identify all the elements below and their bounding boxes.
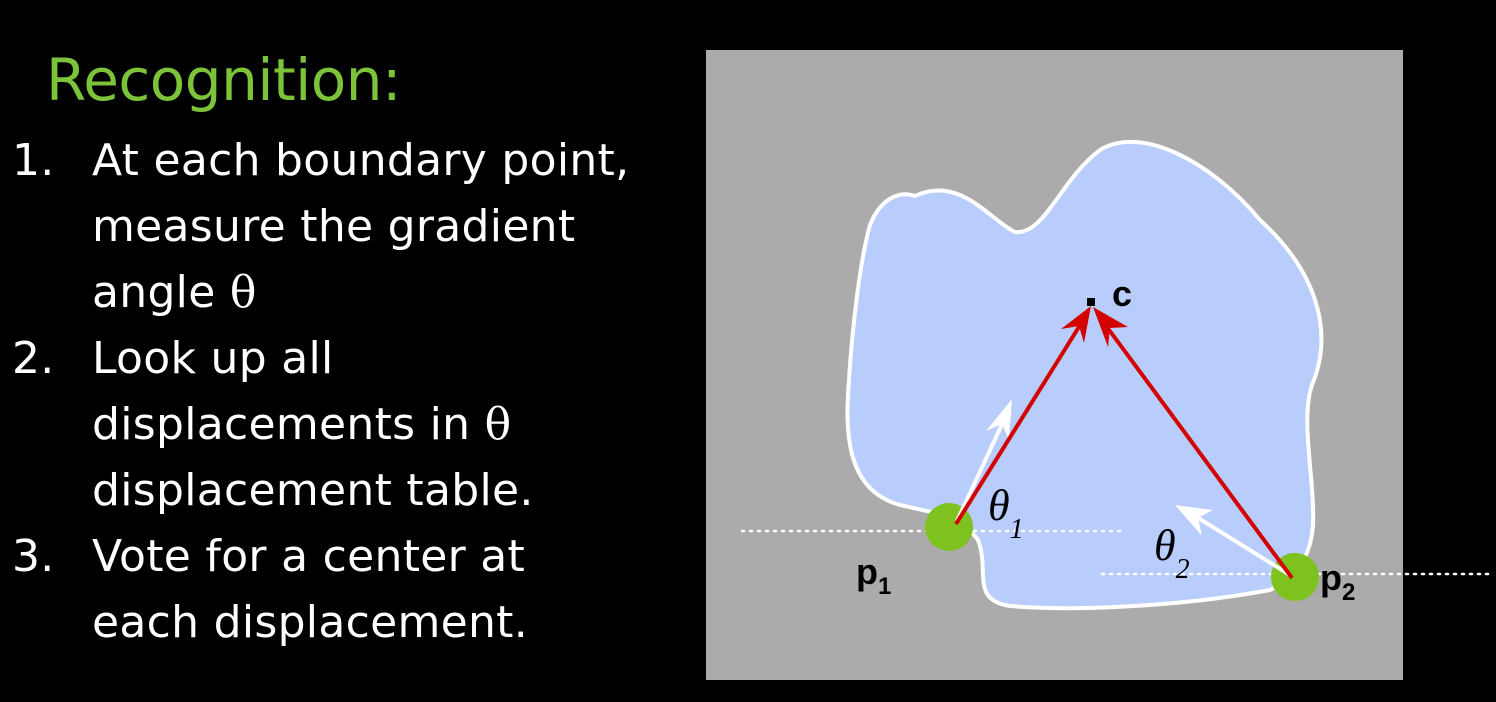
displacement-arrow-2-head: [1093, 307, 1128, 347]
point-1-subscript: 1: [878, 573, 891, 600]
step-list: 1. At each boundary point, measure the g…: [0, 128, 690, 656]
gradient-arrow-1-head: [986, 399, 1012, 440]
displacement-arrow-2-shaft: [1102, 321, 1294, 580]
center-label: c: [1112, 273, 1132, 314]
center-point: [1087, 298, 1095, 306]
angle-2-theta: θ: [1154, 521, 1176, 570]
theta-symbol: θ: [229, 267, 257, 318]
step-1-number: 1.: [12, 135, 55, 186]
step-2-number: 2.: [12, 333, 55, 384]
step-2: 2. Look up all displacements in θ displa…: [0, 326, 690, 524]
angle-2-label: θ2: [1154, 521, 1190, 585]
gradient-arrow-1-shaft: [955, 419, 1006, 522]
displacement-arrow-1-head: [1061, 306, 1091, 343]
point-2-label: p2: [1320, 557, 1355, 606]
point-1-label: p1: [856, 551, 891, 600]
step-3-number: 3.: [12, 531, 55, 582]
gradient-arrow-2-shaft: [1193, 514, 1292, 577]
step-2-line-3: displacement table.: [92, 465, 534, 516]
step-3-line-1: Vote for a center at: [92, 531, 526, 582]
angle-2-subscript: 2: [1176, 554, 1190, 585]
step-3: 3. Vote for a center at each displacemen…: [0, 524, 690, 656]
step-2-line-1: Look up all: [92, 333, 334, 384]
angle-1-theta: θ: [988, 481, 1010, 530]
step-2-line-2: displacements in θ: [92, 392, 690, 458]
step-3-line-2: each displacement.: [92, 597, 529, 648]
slide-title: Recognition:: [46, 46, 402, 114]
step-2-line-2-text: displacements in: [92, 399, 471, 450]
step-1-line-1: At each boundary point,: [92, 135, 630, 186]
gradient-arrow-2-head: [1175, 505, 1213, 536]
step-1-line-2: measure the gradient: [92, 201, 576, 252]
point-2-subscript: 2: [1342, 579, 1355, 606]
displacement-arrow-1-shaft: [954, 320, 1084, 526]
angle-1-subscript: 1: [1010, 514, 1024, 545]
theta-symbol: θ: [484, 399, 512, 450]
step-1-line-3-text: angle: [92, 267, 216, 318]
point-1-letter: p: [856, 551, 878, 592]
angle-1-label: θ1: [988, 481, 1024, 545]
object-shape: [845, 139, 1324, 611]
step-1: 1. At each boundary point, measure the g…: [0, 128, 690, 326]
step-1-line-3: angle θ: [92, 260, 690, 326]
point-2-letter: p: [1320, 557, 1342, 598]
